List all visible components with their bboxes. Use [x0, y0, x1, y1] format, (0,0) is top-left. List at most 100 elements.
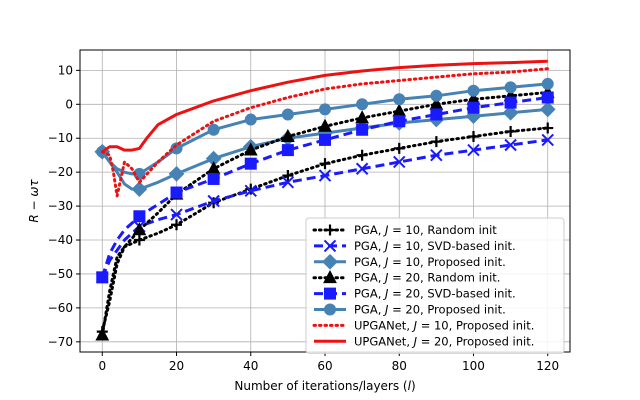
data-point-marker: [170, 186, 183, 199]
data-point-marker: [170, 208, 183, 221]
series-6: [96, 77, 554, 180]
series-line: [100, 96, 548, 278]
legend-entry: PGA, J = 10, Random init: [312, 223, 497, 237]
y-tick-label: 10: [58, 63, 73, 77]
legend: PGA, J = 10, Random init PGA, J = 10, SVD…: [305, 217, 565, 354]
data-point-marker: [430, 108, 443, 121]
legend-swatch-marker: [323, 239, 337, 253]
data-point-marker: [504, 96, 517, 109]
series-line: [100, 138, 548, 278]
data-point-marker: [356, 123, 369, 136]
data-point-marker: [392, 103, 407, 117]
data-point-marker: [356, 98, 369, 111]
data-point-marker: [504, 138, 517, 152]
data-point-marker: [170, 142, 183, 155]
data-point-marker: [505, 125, 517, 137]
x-tick-label: 80: [392, 359, 407, 373]
legend-box: [305, 217, 565, 354]
data-point-marker: [207, 123, 220, 136]
data-point-marker: [281, 108, 294, 121]
series-8: [101, 59, 548, 154]
legend-swatch-marker: [324, 287, 336, 300]
series-5: [96, 91, 554, 284]
data-point-marker: [541, 133, 554, 147]
data-point-marker: [430, 89, 443, 102]
y-tick-label: −60: [48, 301, 73, 315]
data-point-marker: [430, 136, 442, 148]
data-point-marker: [281, 128, 295, 142]
data-point-marker: [393, 115, 406, 128]
legend-entry: PGA, J = 20, SVD-based init.: [314, 287, 516, 301]
data-point-marker: [504, 81, 517, 94]
x-tick-label: 100: [462, 359, 485, 373]
legend-label: PGA, J = 20, Random init.: [354, 271, 500, 285]
legend-label: UPGANet, J = 20, Proposed init.: [354, 334, 534, 348]
legend-swatch-marker: [322, 253, 338, 270]
legend-label: PGA, J = 10, Random init: [354, 223, 497, 237]
legend-entry: UPGANet, J = 10, Proposed init.: [312, 318, 534, 332]
series-line: [101, 59, 548, 154]
data-point-marker: [502, 104, 519, 121]
data-point-marker: [282, 170, 294, 182]
data-point-marker: [393, 142, 405, 154]
data-point-marker: [393, 155, 406, 169]
data-point-marker: [430, 148, 443, 162]
x-axis-label: Number of iterations/layers (l): [234, 379, 415, 393]
data-point-marker: [281, 144, 294, 157]
y-tick-label: 0: [65, 97, 73, 111]
data-point-marker: [467, 101, 480, 114]
legend-label: PGA, J = 20, Proposed init.: [354, 303, 506, 317]
legend-entry: UPGANet, J = 20, Proposed init.: [314, 334, 534, 348]
series-line: [100, 90, 550, 337]
data-point-marker: [281, 176, 295, 189]
data-point-marker: [208, 197, 220, 209]
y-tick-label: −10: [48, 131, 73, 145]
data-point-marker: [132, 222, 147, 236]
series-7: [100, 67, 550, 198]
legend-entry: PGA, J = 10, Proposed init.: [314, 253, 506, 270]
data-point-marker: [171, 219, 183, 231]
data-point-marker: [318, 118, 332, 132]
data-point-marker: [355, 162, 369, 175]
data-point-marker: [243, 142, 258, 156]
data-point-marker: [319, 133, 331, 146]
data-point-marker: [318, 169, 332, 182]
series-line: [100, 67, 550, 198]
legend-swatch-marker: [324, 224, 336, 236]
data-point-marker: [244, 184, 257, 198]
data-point-marker: [319, 158, 331, 170]
data-point-marker: [539, 101, 556, 118]
legend-swatch-marker: [324, 303, 336, 316]
series-line: [101, 82, 548, 176]
data-point-marker: [168, 165, 185, 182]
data-point-marker: [131, 181, 148, 197]
x-tick-label: 120: [536, 359, 559, 373]
data-point-marker: [541, 91, 554, 104]
data-point-marker: [96, 271, 109, 284]
legend-label: PGA, J = 10, Proposed init.: [354, 255, 506, 269]
data-point-marker: [95, 327, 110, 341]
legend-label: UPGANet, J = 10, Proposed init.: [354, 318, 534, 332]
y-tick-label: −50: [48, 267, 73, 281]
y-tick-label: −40: [48, 233, 73, 247]
x-tick-label: 40: [243, 359, 258, 373]
data-point-marker: [355, 110, 369, 124]
series-layer: [94, 59, 556, 341]
legend-entry: PGA, J = 20, Proposed init.: [314, 303, 506, 317]
y-tick-label: −70: [48, 335, 73, 349]
x-tick-label: 20: [169, 359, 184, 373]
data-point-marker: [244, 157, 257, 170]
y-axis-label: R − ωτ: [27, 179, 41, 223]
y-tick-label: −20: [48, 165, 73, 179]
data-point-marker: [467, 84, 480, 97]
legend-label: PGA, J = 20, SVD-based init.: [354, 287, 516, 301]
data-point-marker: [393, 93, 406, 106]
legend-entry: PGA, J = 20, Random init.: [312, 270, 500, 285]
legend-swatch-marker: [323, 270, 337, 284]
data-point-marker: [541, 77, 554, 90]
x-tick-label: 60: [317, 359, 332, 373]
legend-label: PGA, J = 10, SVD-based init.: [354, 239, 516, 253]
data-point-marker: [133, 234, 145, 246]
